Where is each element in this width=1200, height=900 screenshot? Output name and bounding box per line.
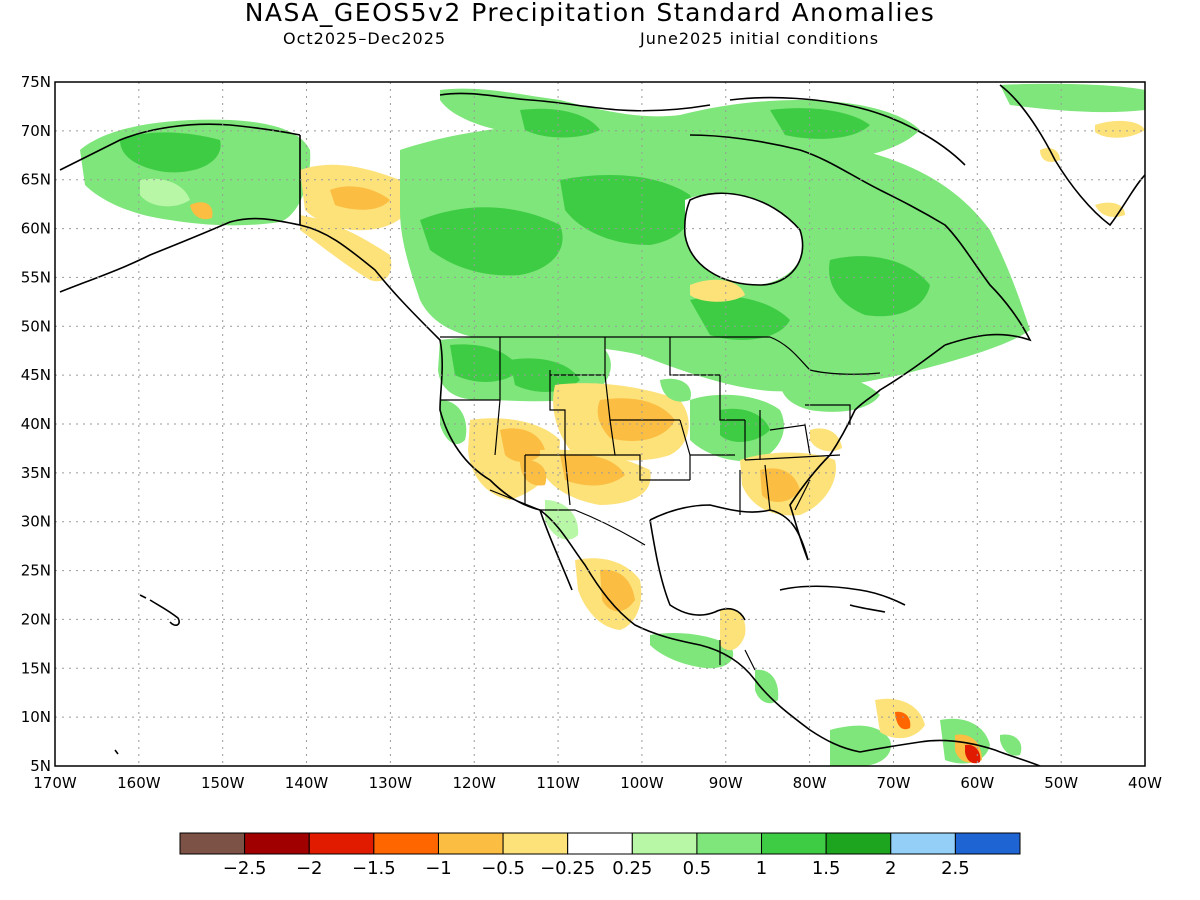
- longitude-label: 150W: [201, 774, 245, 792]
- colorbar-label: 0.25: [612, 858, 652, 879]
- latitude-label: 20N: [21, 610, 51, 628]
- latitude-label: 10N: [21, 708, 51, 726]
- colorbar-swatch: [502, 832, 569, 855]
- latitude-label: 75N: [21, 73, 51, 91]
- longitude-label: 170W: [33, 774, 77, 792]
- anomaly-shading: [80, 83, 1145, 766]
- colorbar-swatch: [761, 832, 827, 855]
- longitude-labels: 170W 160W 150W 140W 130W 120W 110W 100W 90W 80W 70…: [33, 774, 1162, 792]
- forecast-period: Oct2025–Dec2025: [283, 29, 447, 48]
- map-title: NASA_GEOS5v2 Precipitation Standard Anom…: [244, 0, 936, 27]
- colorbar-label: −1: [425, 858, 452, 879]
- latitude-labels: 75N 70N 65N 60N 55N 50N 45N 40N 35N 30N 25N 20N 15N 1…: [21, 73, 51, 775]
- borders: [440, 336, 881, 671]
- longitude-label: 50W: [1044, 774, 1078, 792]
- latitude-label: 30N: [21, 513, 51, 531]
- latitude-label: 70N: [21, 122, 51, 140]
- map-frame: [54, 81, 1146, 767]
- longitude-label: 70W: [877, 774, 911, 792]
- latitude-label: 35N: [21, 464, 51, 482]
- colorbar: −2.5 −2 −1.5 −1 −0.5 −0.25 0.25 0.5 1 1.5 2 2.5: [179, 832, 1021, 879]
- colorbar-swatch: [308, 832, 375, 855]
- colorbar-swatch: [244, 832, 310, 855]
- colorbar-label: −1.5: [352, 858, 396, 879]
- colorbar-swatch: [631, 832, 698, 855]
- latitude-label: 25N: [21, 562, 51, 580]
- colorbar-swatch: [437, 832, 504, 855]
- colorbar-label: 1: [756, 858, 767, 879]
- colorbar-label: −0.25: [540, 858, 595, 879]
- latitude-label: 60N: [21, 220, 51, 238]
- latitude-label: 55N: [21, 268, 51, 286]
- latitude-label: 40N: [21, 415, 51, 433]
- colorbar-label: −2.5: [223, 858, 267, 879]
- initial-conditions: June2025 initial conditions: [640, 29, 880, 48]
- colorbar-swatch: [373, 832, 439, 855]
- colorbar-label: 1.5: [812, 858, 841, 879]
- colorbar-swatch: [696, 832, 763, 855]
- colorbar-label: 2: [885, 858, 896, 879]
- coastlines: [59, 84, 1145, 766]
- colorbar-swatch: [179, 832, 246, 855]
- colorbar-swatch: [954, 832, 1021, 855]
- latitude-label: 5N: [30, 757, 51, 775]
- graticule: [55, 82, 1145, 766]
- colorbar-swatch: [567, 832, 633, 855]
- longitude-label: 60W: [960, 774, 994, 792]
- latitude-label: 15N: [21, 659, 51, 677]
- longitude-label: 120W: [452, 774, 496, 792]
- longitude-label: 160W: [117, 774, 161, 792]
- colorbar-label: 2.5: [941, 858, 970, 879]
- colorbar-swatch: [890, 832, 956, 855]
- longitude-label: 90W: [709, 774, 743, 792]
- colorbar-label: 0.5: [683, 858, 712, 879]
- longitude-label: 80W: [793, 774, 827, 792]
- latitude-label: 45N: [21, 366, 51, 384]
- colorbar-swatch: [825, 832, 892, 855]
- longitude-label: 110W: [536, 774, 580, 792]
- latitude-label: 65N: [21, 171, 51, 189]
- longitude-label: 40W: [1128, 774, 1162, 792]
- colorbar-label: −0.5: [481, 858, 525, 879]
- longitude-label: 130W: [369, 774, 413, 792]
- longitude-label: 100W: [620, 774, 664, 792]
- colorbar-label: −2: [296, 858, 323, 879]
- latitude-label: 50N: [21, 317, 51, 335]
- longitude-label: 140W: [285, 774, 329, 792]
